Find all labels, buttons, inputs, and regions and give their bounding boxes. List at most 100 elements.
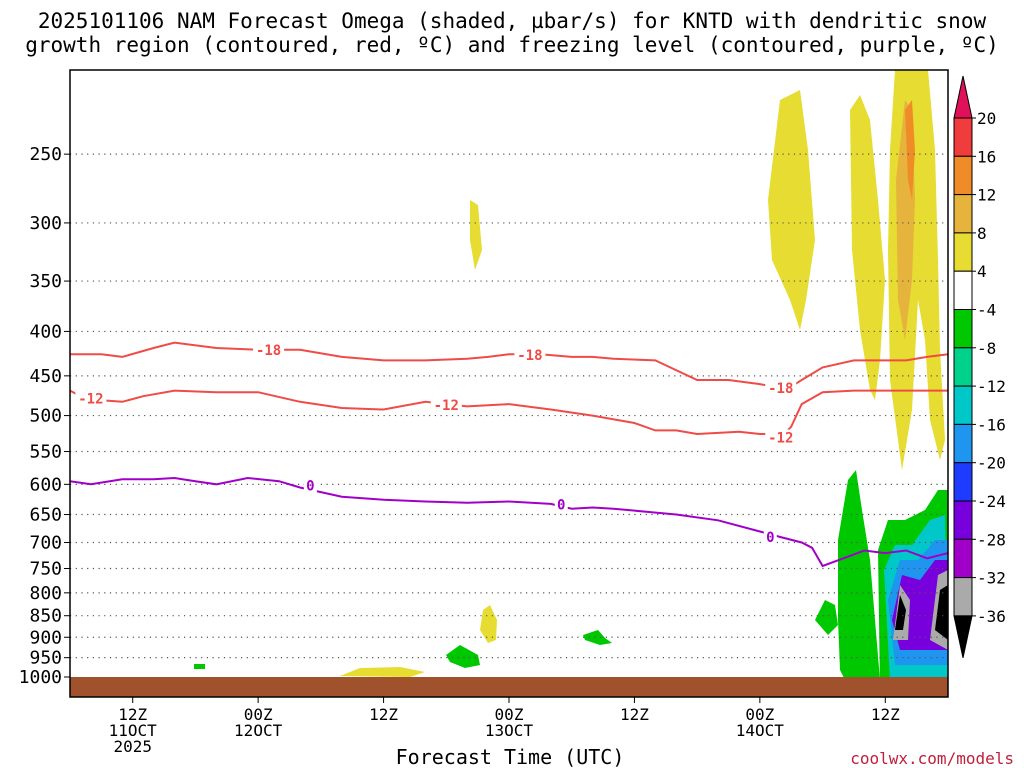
colorbar-swatch [953,347,973,387]
colorbar-label: 12 [977,186,996,205]
x-tick-label: 00Z [495,705,524,724]
contour-line [70,341,948,390]
colorbar-label: -8 [977,339,996,358]
colorbar-label: -24 [977,492,1006,511]
contour-label-bg [765,429,797,445]
contour-label: -12 [78,392,103,408]
contour-label-bg [303,477,317,493]
chart-title-line1: 2025101106 NAM Forecast Omega (shaded, µ… [38,9,987,33]
gridlines [70,153,948,659]
omega-negative-region [446,645,480,668]
colorbar-swatch [953,155,973,196]
y-tick-label: 900 [29,627,62,648]
contour-label-bg [763,529,777,545]
x-tick-label: 00Z [745,705,774,724]
colorbar-label: 20 [977,109,996,128]
y-tick-label: 450 [29,366,62,387]
colorbar-label: 16 [977,147,996,166]
y-tick-label: 850 [29,606,62,627]
colorbar-swatch [953,423,973,464]
x-tick-label: 14OCT [736,721,785,740]
y-tick-label: 800 [29,583,62,604]
colorbar-swatch [953,385,973,425]
y-tick-label: 700 [29,532,62,553]
watermark: coolwx.com/models [850,749,1014,768]
colorbar-swatch [953,462,973,502]
contour-label-bg [765,380,797,396]
contour-label: -18 [768,381,793,397]
contour-label-bg [75,390,107,406]
omega-positive-region [905,100,915,200]
contour-line [70,389,948,439]
y-tick-label: 550 [29,442,62,463]
y-axis: 2503003504004505005506006507007508008509… [19,144,70,688]
colorbar-label: 8 [977,224,987,243]
omega-negative-region [838,470,880,690]
omega-negative-region [583,630,612,645]
colorbar-swatch [953,117,973,157]
y-tick-label: 400 [29,321,62,342]
omega-positive-region [768,90,815,330]
x-tick-label: 12Z [118,705,147,724]
colorbar-swatch [953,232,973,272]
contour-label: -12 [434,398,459,414]
colorbar-label: -32 [977,569,1006,588]
colorbar-label: -4 [977,301,996,320]
omega-shading [194,70,948,690]
contour-line [70,476,948,568]
x-tick-label: 12Z [620,705,649,724]
y-tick-label: 350 [29,271,62,292]
x-tick-label: 12Z [369,705,398,724]
y-tick-label: 650 [29,505,62,526]
x-tick-label: 00Z [244,705,273,724]
colorbar-swatch [953,500,973,540]
y-tick-label: 250 [29,144,62,165]
ground-band [70,677,948,697]
omega-negative-region [895,595,906,630]
omega-negative-region [194,664,205,669]
colorbar-swatch [953,577,973,617]
contour-label-bg [253,341,285,357]
colorbar-cap-top [953,75,973,119]
plot-area [70,70,948,697]
colorbar-swatch [953,309,973,349]
colorbar-label: -12 [977,377,1006,396]
colorbar-label: -36 [977,607,1006,626]
omega-negative-region [815,600,838,635]
contour-label: -18 [256,343,281,359]
contour-label: 0 [766,530,774,546]
contour-label: 0 [557,498,565,514]
colorbar-swatch [953,538,973,579]
x-tick-label: 13OCT [485,721,534,740]
contour-label: 0 [306,479,314,495]
colorbar-swatch [953,194,973,234]
x-axis-label: Forecast Time (UTC) [396,745,625,768]
contour-label-bg [514,347,546,363]
colorbar-label: -20 [977,454,1006,473]
contour-label: -12 [768,431,793,447]
y-tick-label: 500 [29,406,62,427]
omega-positive-region [850,95,885,400]
colorbar-cap-bottom [953,615,973,659]
omega-negative-region [935,585,948,640]
y-tick-label: 750 [29,559,62,580]
y-tick-label: 600 [29,474,62,495]
contour-label-bg [430,396,462,412]
colorbar-label: 4 [977,262,987,281]
contour-lines: -18 -18 -18 -12 -12 -12 0 0 0 [70,341,948,568]
contour-label: -18 [517,348,542,364]
y-tick-label: 950 [29,648,62,669]
colorbar-label: -16 [977,415,1006,434]
colorbar-label: -28 [977,530,1006,549]
x-tick-label: 2025 [113,737,152,756]
x-tick-label: 12Z [871,705,900,724]
chart-title-line2: growth region (contoured, red, ºC) and f… [25,33,999,57]
x-tick-label: 11OCT [109,721,158,740]
colorbar-swatch [953,270,973,311]
y-tick-label: 300 [29,213,62,234]
omega-positive-region [470,200,482,270]
x-tick-label: 12OCT [234,721,283,740]
colorbar: 20 16 12 8 4 -4 -8 -12 -16 -20 -24 -28 -32 -36 [953,75,1006,659]
